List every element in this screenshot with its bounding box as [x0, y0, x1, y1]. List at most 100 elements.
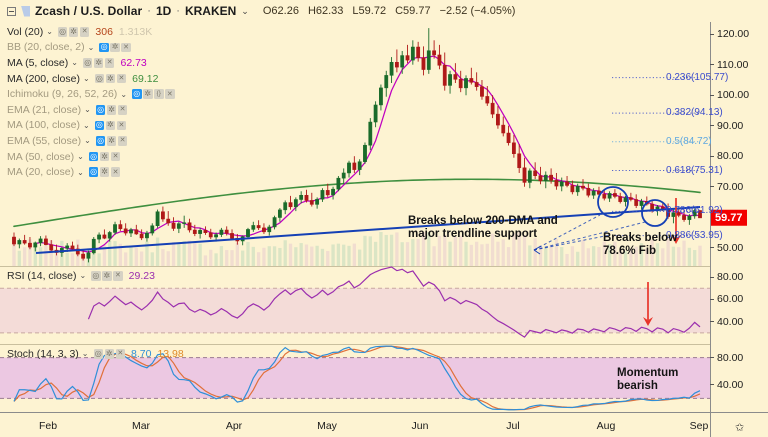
- price-axis[interactable]: 120.00 110.00 100.00 90.00 80.00 70.00 50.00 59…: [710, 22, 768, 266]
- gear-icon[interactable]: [106, 105, 117, 115]
- eye-icon[interactable]: [99, 42, 109, 53]
- gear-icon[interactable]: [99, 167, 110, 177]
- timeframe-label[interactable]: 1D: [155, 4, 172, 18]
- legend-row[interactable]: BB (20, close, 2) ⌄: [7, 40, 237, 56]
- x-icon[interactable]: [79, 27, 90, 37]
- legend-row[interactable]: MA (20, close) ⌄: [7, 164, 237, 180]
- eye-icon[interactable]: [88, 151, 99, 162]
- eye-icon[interactable]: [95, 136, 106, 146]
- chevron-down-icon[interactable]: ⌄: [81, 349, 89, 359]
- ohlc-close: C59.77: [395, 5, 431, 17]
- eye-icon[interactable]: [91, 271, 101, 281]
- gear-icon[interactable]: [99, 151, 110, 162]
- price-chart-canvas[interactable]: [0, 22, 710, 266]
- gear-icon[interactable]: [106, 136, 117, 146]
- x-icon[interactable]: [110, 167, 121, 177]
- x-icon[interactable]: [116, 120, 127, 131]
- legend-row[interactable]: Vol (20)⌄ 306 1.313K: [7, 24, 237, 40]
- time-axis[interactable]: ✩ Feb Mar Apr May Jun Jul Aug Sep: [0, 412, 768, 437]
- legend-title: Stoch (14, 3, 3): [7, 347, 79, 360]
- chevron-down-icon[interactable]: ⌄: [79, 271, 87, 281]
- candlestick-series: [12, 28, 702, 263]
- legend-row[interactable]: MA (200, close)⌄ 69.12: [7, 71, 237, 87]
- stoch-axis[interactable]: 80.00 40.00: [710, 344, 768, 412]
- callout-lines: [533, 214, 646, 255]
- chevron-down-icon[interactable]: ⌄: [120, 89, 128, 99]
- symbol-name[interactable]: Zcash / U.S. Dollar: [35, 4, 143, 18]
- eye-icon[interactable]: [94, 120, 105, 131]
- x-icon[interactable]: [117, 105, 128, 115]
- tick-dash: [710, 155, 714, 157]
- x-icon[interactable]: [115, 349, 125, 359]
- gear-icon[interactable]: [105, 120, 116, 131]
- legend-value: 13.98: [157, 347, 184, 360]
- chevron-down-icon[interactable]: ⌄: [241, 5, 249, 16]
- gear-icon[interactable]: ✩: [735, 422, 745, 434]
- chevron-down-icon[interactable]: ⌄: [77, 152, 84, 162]
- gear-icon[interactable]: [102, 271, 112, 281]
- chevron-down-icon[interactable]: ⌄: [71, 58, 78, 68]
- eye-icon[interactable]: [94, 73, 105, 84]
- rsi-axis[interactable]: 80.00 60.00 40.00: [710, 266, 768, 344]
- eye-icon[interactable]: [88, 167, 99, 177]
- rsi-pane[interactable]: RSI (14, close)⌄ 29.23 80.00 60.00 40.00: [0, 266, 768, 344]
- eye-icon[interactable]: [93, 349, 103, 359]
- eye-icon[interactable]: [95, 105, 106, 115]
- stoch-pane[interactable]: Stoch (14, 3, 3)⌄ 8.70 13.98 80.00 40.00: [0, 344, 768, 412]
- brace-icon[interactable]: [154, 89, 164, 99]
- price-pane[interactable]: 120.00 110.00 100.00 90.00 80.00 70.00 50.00 59…: [0, 22, 768, 266]
- rsi-chart-canvas[interactable]: [0, 266, 710, 344]
- time-tick-label: Jun: [411, 420, 429, 432]
- gear-icon[interactable]: [93, 58, 104, 68]
- x-icon[interactable]: [113, 271, 123, 281]
- rsi-line: [87, 266, 701, 338]
- chevron-down-icon[interactable]: ⌄: [84, 105, 91, 115]
- stoch-chart-canvas[interactable]: [0, 344, 710, 412]
- chevron-down-icon[interactable]: ⌄: [87, 42, 95, 52]
- legend-row[interactable]: EMA (21, close) ⌄: [7, 102, 237, 118]
- x-icon[interactable]: [104, 58, 115, 68]
- x-icon[interactable]: [165, 89, 175, 99]
- legend-row[interactable]: Stoch (14, 3, 3)⌄ 8.70 13.98: [7, 346, 257, 362]
- x-icon[interactable]: [121, 42, 131, 53]
- legend-row[interactable]: MA (50, close) ⌄: [7, 149, 237, 165]
- legend-title: MA (5, close): [7, 56, 69, 69]
- tick-label: 40.00: [717, 378, 744, 391]
- chevron-down-icon[interactable]: ⌄: [84, 136, 91, 146]
- tick-dash: [710, 125, 714, 127]
- gear-icon[interactable]: [104, 349, 114, 359]
- x-icon[interactable]: [110, 151, 121, 162]
- legend-row[interactable]: MA (5, close)⌄ 62.73: [7, 55, 237, 71]
- x-icon[interactable]: [116, 73, 127, 84]
- tick-dash: [710, 357, 714, 359]
- legend-row[interactable]: MA (100, close) ⌄: [7, 118, 237, 134]
- gear-icon[interactable]: [68, 27, 79, 37]
- symbol-logo-icon: [21, 5, 30, 17]
- rsi-tick: 60.00: [710, 293, 743, 305]
- gear-icon[interactable]: [143, 89, 153, 99]
- time-tick-label: Mar: [131, 420, 151, 432]
- exchange-label[interactable]: KRAKEN: [184, 4, 237, 18]
- price-change: −2.52 (−4.05%): [439, 5, 516, 17]
- tick-label: 120.00: [717, 28, 750, 41]
- gear-icon[interactable]: [110, 42, 120, 53]
- tick-label: 100.00: [717, 89, 750, 102]
- eye-icon[interactable]: [82, 58, 93, 68]
- legend-title: EMA (21, close): [7, 103, 82, 116]
- gear-icon[interactable]: [105, 73, 116, 84]
- chevron-down-icon[interactable]: ⌄: [82, 120, 90, 130]
- chevron-down-icon[interactable]: ⌄: [46, 27, 53, 37]
- legend-row[interactable]: EMA (55, close) ⌄: [7, 133, 237, 149]
- x-icon[interactable]: [117, 136, 128, 146]
- legend-row[interactable]: Ichimoku (9, 26, 52, 26) ⌄: [7, 86, 237, 102]
- tick-label: 80.00: [717, 351, 744, 364]
- legend-row[interactable]: RSI (14, close)⌄ 29.23: [7, 268, 237, 284]
- time-tick-label: Aug: [596, 420, 616, 432]
- chevron-down-icon[interactable]: ⌄: [82, 74, 90, 84]
- chevron-down-icon[interactable]: ⌄: [77, 167, 84, 177]
- tick-dash: [710, 64, 714, 66]
- collapse-icon[interactable]: [7, 6, 16, 16]
- eye-icon[interactable]: [132, 89, 142, 99]
- eye-icon[interactable]: [57, 27, 68, 37]
